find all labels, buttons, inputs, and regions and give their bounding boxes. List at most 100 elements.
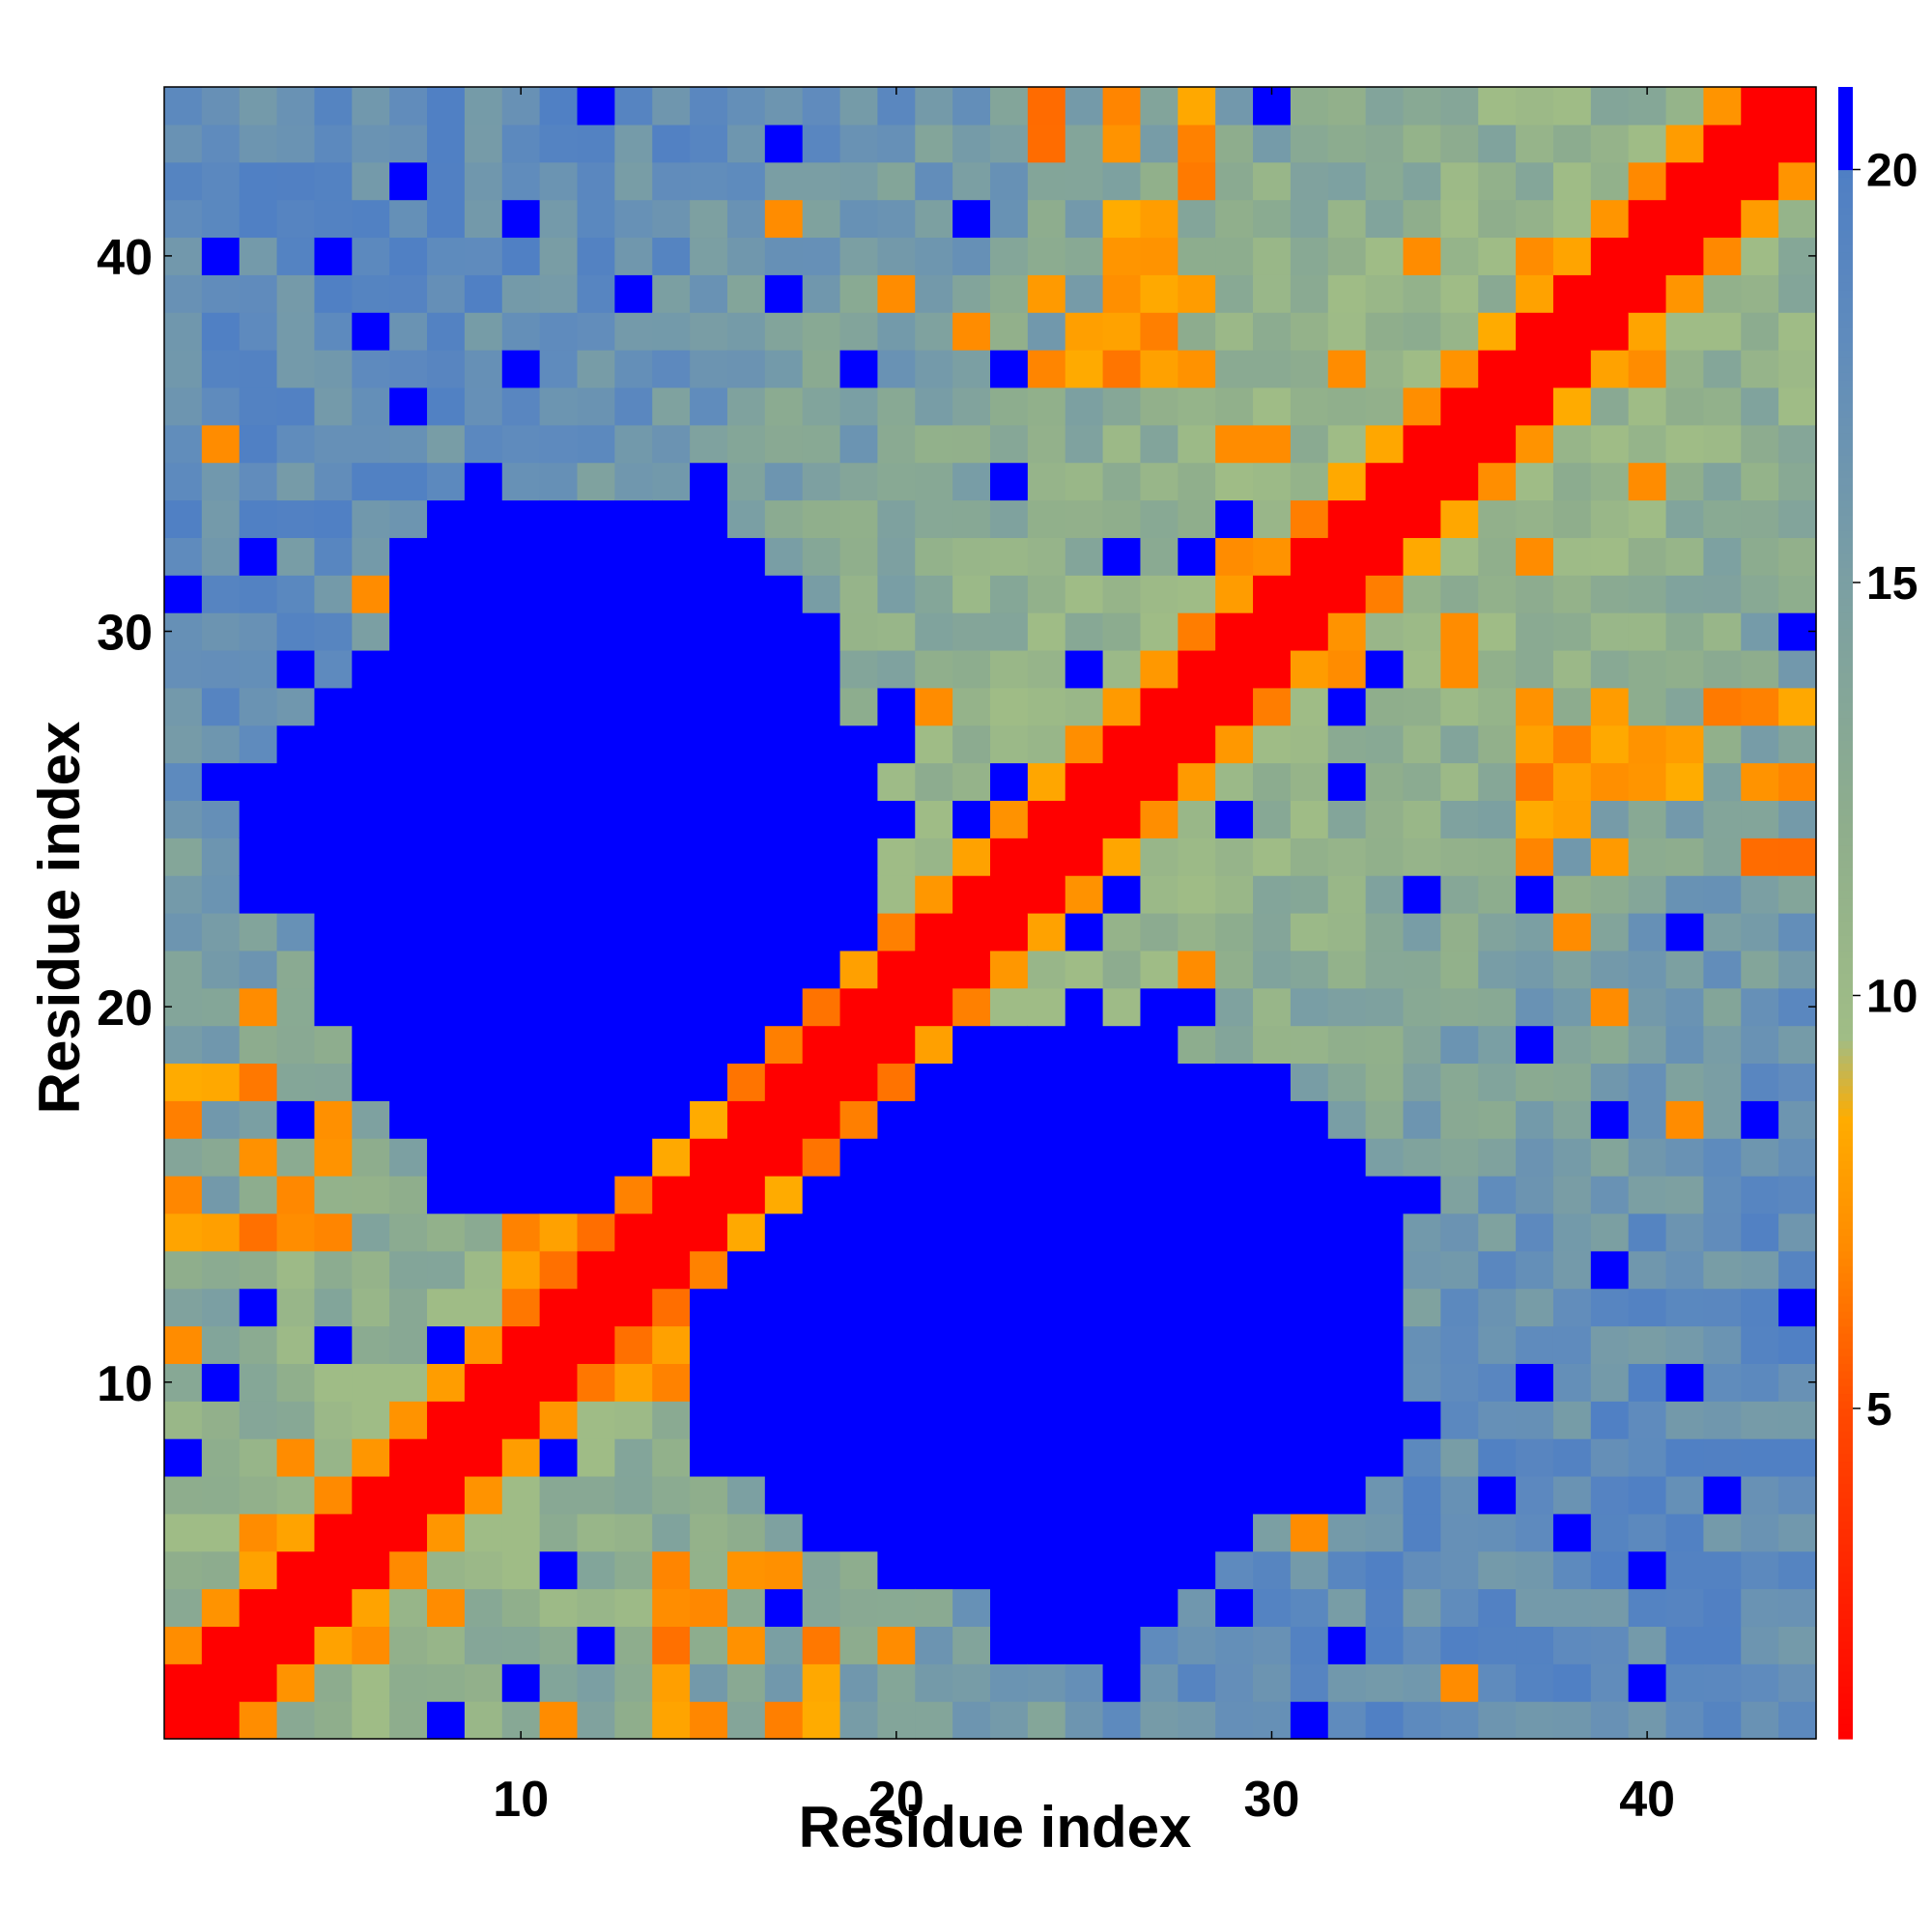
heatmap-cell	[1665, 724, 1705, 764]
heatmap-cell	[652, 1550, 691, 1590]
heatmap-cell	[314, 1325, 353, 1364]
heatmap-cell	[1027, 386, 1066, 426]
heatmap-cell	[501, 499, 541, 538]
heatmap-cell	[1628, 1475, 1667, 1515]
heatmap-cell	[990, 1025, 1029, 1065]
heatmap-cell	[1628, 1663, 1667, 1702]
heatmap-cell	[690, 312, 728, 351]
heatmap-cell	[726, 1663, 766, 1702]
heatmap-cell	[1327, 1438, 1367, 1477]
heatmap-cell	[690, 1176, 728, 1214]
heatmap-cell	[1665, 274, 1705, 313]
heatmap-cell	[1178, 1663, 1216, 1702]
heatmap-cell	[501, 800, 541, 838]
heatmap-cell	[539, 838, 579, 876]
heatmap-cell	[501, 1626, 541, 1664]
heatmap-cell	[690, 1438, 728, 1477]
heatmap-cell	[1215, 1475, 1254, 1515]
heatmap-cell	[1140, 575, 1179, 613]
heatmap-cell	[1365, 724, 1405, 764]
colorbar-segment	[1838, 410, 1853, 418]
heatmap-cell	[164, 687, 203, 726]
heatmap-cell	[464, 124, 503, 163]
heatmap-cell	[1628, 950, 1667, 989]
heatmap-cell	[314, 913, 353, 952]
heatmap-cell	[1403, 161, 1441, 201]
heatmap-cell	[276, 124, 316, 163]
heatmap-cell	[352, 199, 390, 239]
heatmap-cell	[915, 1100, 953, 1139]
heatmap-cell	[1215, 1063, 1254, 1101]
heatmap-cell	[802, 1100, 841, 1139]
heatmap-cell	[990, 950, 1029, 989]
heatmap-cell	[652, 612, 691, 651]
colorbar-segment	[1838, 920, 1853, 929]
heatmap-cell	[652, 1701, 691, 1740]
heatmap-cell	[952, 1325, 991, 1364]
heatmap-cell	[1440, 499, 1479, 538]
heatmap-cell	[1365, 1626, 1405, 1664]
heatmap-cell	[1703, 1513, 1742, 1552]
heatmap-cell	[1741, 1401, 1779, 1439]
heatmap-cell	[1478, 499, 1517, 538]
heatmap-cell	[952, 1663, 991, 1702]
heatmap-cell	[1403, 1475, 1441, 1515]
heatmap-cell	[464, 1588, 503, 1628]
heatmap-cell	[314, 537, 353, 576]
heatmap-cell	[690, 1475, 728, 1515]
heatmap-cell	[1027, 124, 1066, 163]
heatmap-cell	[764, 1138, 804, 1177]
heatmap-cell	[239, 424, 278, 464]
heatmap-cell	[652, 237, 691, 275]
heatmap-cell	[1027, 1363, 1066, 1402]
heatmap-cell	[1253, 274, 1292, 313]
heatmap-cell	[427, 1475, 466, 1515]
heatmap-cell	[1140, 724, 1179, 764]
heatmap-cell	[1253, 312, 1292, 351]
heatmap-cell	[1778, 575, 1817, 613]
heatmap-cell	[990, 386, 1029, 426]
heatmap-cell	[1027, 1025, 1066, 1065]
heatmap-cell	[164, 575, 203, 613]
heatmap-cell	[1140, 1325, 1179, 1364]
heatmap-cell	[276, 1701, 316, 1740]
heatmap-cell	[614, 424, 653, 464]
heatmap-cell	[464, 237, 503, 275]
colorbar-segment	[1838, 1723, 1853, 1732]
heatmap-cell	[314, 950, 353, 989]
heatmap-cell	[1178, 649, 1216, 689]
heatmap-cell	[1327, 800, 1367, 838]
heatmap-cell	[501, 724, 541, 764]
heatmap-cell	[201, 537, 241, 576]
heatmap-cell	[1065, 350, 1104, 388]
heatmap-cell	[1703, 237, 1742, 275]
heatmap-cell	[164, 462, 203, 501]
heatmap-cell	[1552, 1325, 1592, 1364]
heatmap-cell	[1478, 913, 1517, 952]
heatmap-cell	[1516, 237, 1554, 275]
heatmap-cell	[1628, 1176, 1667, 1214]
heatmap-cell	[614, 1626, 653, 1664]
heatmap-cell	[1778, 124, 1817, 163]
heatmap-cell	[389, 1475, 428, 1515]
heatmap-cell	[201, 124, 241, 163]
heatmap-cell	[389, 1438, 428, 1477]
colorbar-segment	[1838, 229, 1853, 239]
heatmap-cell	[1065, 762, 1104, 802]
heatmap-cell	[614, 950, 653, 989]
heatmap-cell	[239, 1363, 278, 1402]
heatmap-cell	[1478, 1138, 1517, 1177]
heatmap-cell	[1703, 1626, 1742, 1664]
heatmap-cell	[276, 575, 316, 613]
heatmap-cell	[201, 424, 241, 464]
heatmap-cell	[652, 950, 691, 989]
heatmap-cell	[539, 875, 579, 914]
heatmap-cell	[1027, 724, 1066, 764]
heatmap-cell	[652, 1025, 691, 1065]
heatmap-cell	[539, 1288, 579, 1327]
heatmap-cell	[1140, 950, 1179, 989]
heatmap-cell	[239, 913, 278, 952]
x-tick-label: 40	[1619, 1772, 1675, 1828]
heatmap-cell	[1403, 612, 1441, 651]
heatmap-cell	[1178, 612, 1216, 651]
